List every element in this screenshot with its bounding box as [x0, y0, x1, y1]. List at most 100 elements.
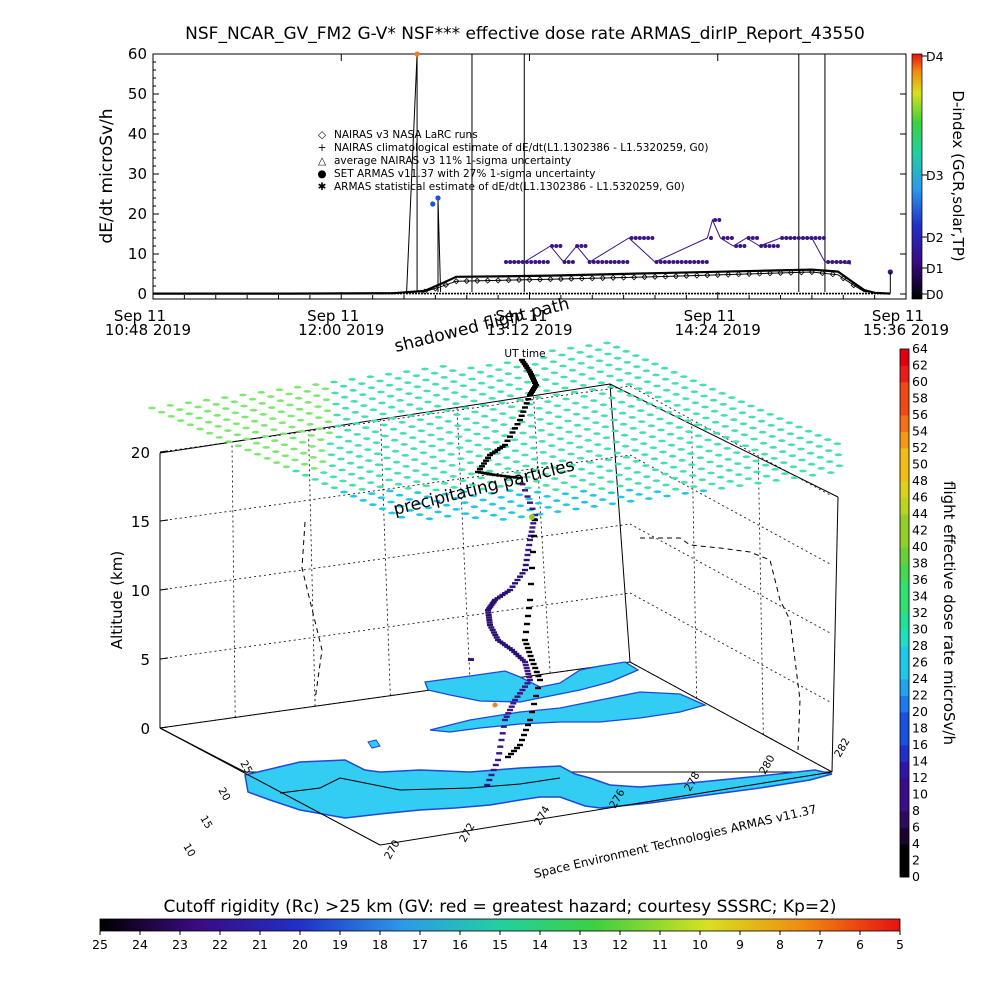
particle-mark — [781, 472, 789, 475]
particle-mark — [446, 442, 455, 445]
particle-mark — [575, 445, 584, 449]
particle-mark — [433, 499, 441, 503]
flight-marker — [527, 538, 533, 542]
particle-mark — [295, 407, 304, 411]
particle-mark — [579, 384, 587, 387]
particle-mark — [605, 363, 613, 367]
particle-mark — [826, 460, 834, 463]
particle-mark — [408, 425, 416, 428]
dose-colorbar-segment — [900, 382, 909, 399]
particle-mark — [276, 399, 285, 403]
particle-mark — [432, 488, 440, 492]
particle-mark — [231, 411, 240, 415]
particle-mark — [157, 410, 166, 414]
particle-mark — [608, 502, 617, 506]
particle-mark — [282, 465, 291, 469]
particle-mark — [780, 461, 788, 464]
particle-mark — [333, 413, 341, 417]
particle-mark — [577, 467, 586, 471]
dose-tick-label: 54 — [912, 424, 928, 439]
particle-mark — [445, 431, 454, 434]
flight-marker — [498, 738, 505, 742]
dose-colorbar-segment — [900, 349, 909, 366]
dose-tick-label: 2 — [912, 853, 920, 868]
particle-mark — [287, 414, 295, 418]
dose-tick-label: 0 — [912, 869, 920, 884]
flight-marker — [514, 423, 521, 426]
legend-symbol: ● — [317, 168, 326, 180]
nairas-marker — [808, 268, 815, 276]
altitude-tick-label: 10 — [131, 582, 150, 600]
flight-marker — [502, 592, 508, 595]
particle-mark — [554, 415, 563, 419]
particle-mark — [750, 437, 758, 441]
particle-mark — [232, 422, 241, 426]
set-armas-point — [671, 260, 676, 264]
flight-marker — [522, 638, 528, 642]
particle-mark — [785, 421, 794, 425]
particle-mark — [689, 474, 697, 477]
particle-mark — [212, 403, 220, 406]
altitude-tick-mark — [159, 726, 169, 729]
particle-mark — [359, 393, 367, 396]
y-tick-label: 50 — [128, 85, 147, 103]
dose-colorbar-segment — [900, 481, 909, 498]
particle-mark — [392, 460, 401, 464]
nairas-marker — [756, 270, 763, 277]
flight-marker — [517, 656, 524, 660]
particle-mark — [530, 457, 539, 461]
particle-mark — [540, 462, 548, 465]
set-armas-point — [537, 260, 542, 264]
particle-mark — [592, 421, 600, 424]
set-armas-point — [435, 195, 441, 201]
nairas-marker — [641, 273, 648, 281]
dose-tick-label: 12 — [912, 770, 928, 785]
nairas-marker — [746, 270, 753, 277]
particle-mark — [686, 441, 694, 444]
particle-mark — [368, 397, 377, 401]
particle-mark — [602, 436, 611, 440]
particle-mark — [431, 477, 439, 481]
set-armas-point — [633, 236, 638, 240]
particle-mark — [466, 461, 475, 465]
flight-marker — [495, 638, 501, 642]
particle-mark — [525, 497, 533, 501]
particle-mark — [707, 471, 715, 475]
particle-mark — [366, 470, 374, 473]
particle-mark — [501, 434, 509, 437]
particle-mark — [343, 428, 352, 432]
flight-marker — [502, 443, 508, 447]
particle-mark — [250, 419, 259, 423]
set-armas-point — [516, 260, 521, 264]
particle-mark — [736, 484, 744, 487]
particle-mark — [547, 433, 555, 436]
particle-mark — [361, 415, 369, 418]
flight-marker — [499, 593, 506, 597]
set-armas-point — [847, 260, 851, 264]
grid-line-back — [159, 454, 631, 522]
particle-mark — [309, 456, 318, 459]
lat-tick-label: 15 — [197, 814, 214, 832]
particle-mark — [435, 426, 444, 430]
particle-mark — [741, 444, 750, 448]
particle-mark — [621, 444, 630, 448]
particle-mark — [559, 364, 567, 368]
particle-mark — [385, 383, 394, 387]
flight-marker — [497, 640, 504, 643]
particle-mark — [749, 426, 757, 430]
particle-mark — [421, 473, 430, 477]
particle-mark — [487, 491, 496, 495]
flight-marker — [525, 548, 532, 552]
particle-mark — [259, 413, 268, 416]
particle-mark — [465, 450, 474, 454]
particle-mark — [360, 404, 368, 407]
particle-mark — [688, 463, 696, 466]
particle-mark — [299, 451, 308, 455]
cutoff-tick-label: 21 — [252, 937, 268, 952]
particle-mark — [404, 487, 413, 490]
flight-marker — [532, 381, 538, 384]
particle-mark — [362, 426, 370, 429]
particle-mark — [624, 372, 632, 375]
cutoff-colorbar — [99, 918, 901, 932]
flight-marker — [527, 393, 533, 397]
